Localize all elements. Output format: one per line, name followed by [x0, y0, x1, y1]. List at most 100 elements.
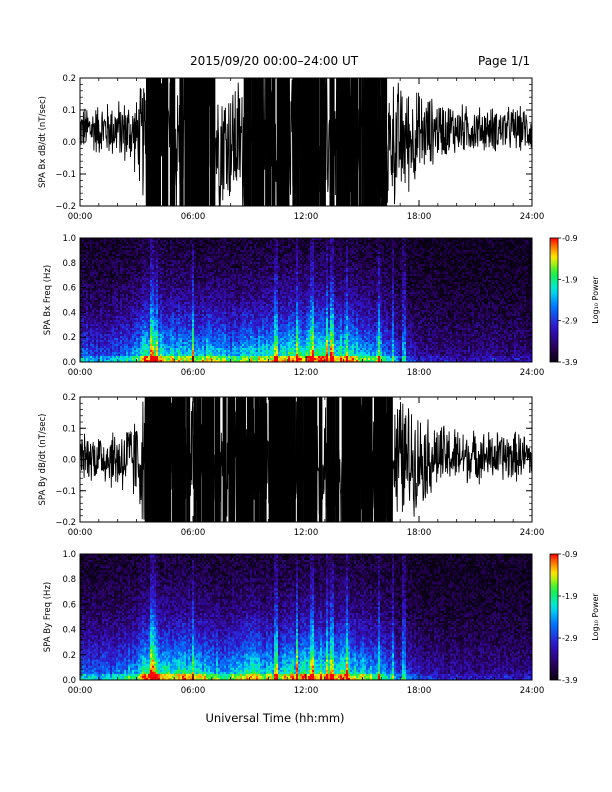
heatmap-cell — [84, 274, 86, 276]
heatmap-cell — [102, 252, 104, 254]
heatmap-cell — [106, 272, 108, 274]
heatmap-cell — [114, 276, 116, 278]
heatmap-cell — [100, 310, 102, 312]
heatmap-cell — [94, 324, 96, 326]
heatmap-cell — [120, 320, 122, 322]
heatmap-cell — [86, 244, 88, 246]
heatmap-cell — [108, 320, 110, 322]
heatmap-cell — [122, 274, 124, 276]
heatmap-cell — [108, 248, 110, 250]
heatmap-cell — [102, 296, 104, 298]
heatmap-cell — [84, 280, 86, 282]
heatmap-cell — [130, 324, 132, 326]
heatmap-cell — [98, 262, 100, 264]
heatmap-cell — [126, 300, 128, 302]
heatmap-cell — [94, 340, 96, 342]
heatmap-cell — [94, 288, 96, 290]
heatmap-cell — [112, 334, 114, 336]
heatmap-cell — [94, 252, 96, 254]
heatmap-cell — [104, 284, 106, 286]
heatmap-cell — [108, 308, 110, 310]
heatmap-cell — [84, 324, 86, 326]
heatmap-cell — [100, 268, 102, 270]
heatmap-cell — [112, 258, 114, 260]
heatmap-cell — [128, 270, 130, 272]
heatmap-cell — [130, 246, 132, 248]
heatmap-cell — [94, 248, 96, 250]
heatmap-cell — [120, 260, 122, 262]
waveform-segment — [249, 78, 251, 206]
heatmap-cell — [92, 294, 94, 296]
heatmap-cell — [82, 274, 84, 276]
heatmap-cell — [96, 356, 98, 358]
heatmap-cell — [82, 300, 84, 302]
heatmap-cell — [84, 348, 86, 350]
heatmap-cell — [102, 258, 104, 260]
waveform-segment — [332, 78, 334, 206]
x-tick-label: 12:00 — [294, 212, 319, 222]
heatmap-cell — [96, 284, 98, 286]
heatmap-cell — [90, 350, 92, 352]
heatmap-cell — [122, 326, 124, 328]
heatmap-cell — [90, 302, 92, 304]
heatmap-cell — [92, 326, 94, 328]
heatmap-cell — [120, 350, 122, 352]
heatmap-cell — [88, 294, 90, 296]
heatmap-cell — [84, 272, 86, 274]
heatmap-cell — [92, 288, 94, 290]
heatmap-cell — [110, 292, 112, 294]
heatmap-cell — [110, 298, 112, 300]
heatmap-cell — [100, 256, 102, 258]
heatmap-cell — [114, 290, 116, 292]
heatmap-cell — [100, 290, 102, 292]
heatmap-cell — [106, 256, 108, 258]
heatmap-cell — [94, 352, 96, 354]
heatmap-cell — [118, 344, 120, 346]
heatmap-cell — [94, 244, 96, 246]
heatmap-cell — [114, 280, 116, 282]
heatmap-cell — [120, 338, 122, 340]
heatmap-cell — [118, 326, 120, 328]
heatmap-cell — [94, 320, 96, 322]
heatmap-cell — [118, 338, 120, 340]
heatmap-cell — [110, 262, 112, 264]
heatmap-cell — [122, 288, 124, 290]
heatmap-cell — [96, 324, 98, 326]
heatmap-cell — [88, 330, 90, 332]
heatmap-cell — [112, 322, 114, 324]
heatmap-cell — [96, 290, 98, 292]
heatmap-cell — [96, 246, 98, 248]
heatmap-cell — [124, 260, 126, 262]
heatmap-cell — [106, 282, 108, 284]
heatmap-cell — [92, 264, 94, 266]
heatmap-cell — [98, 348, 100, 350]
heatmap-cell — [130, 304, 132, 306]
heatmap-cell — [126, 260, 128, 262]
heatmap-cell — [114, 346, 116, 348]
heatmap-cell — [118, 250, 120, 252]
heatmap-cell — [100, 242, 102, 244]
heatmap-cell — [86, 252, 88, 254]
heatmap-cell — [102, 280, 104, 282]
heatmap-cell — [104, 290, 106, 292]
waveform-segment — [304, 78, 306, 206]
heatmap-cell — [130, 318, 132, 320]
heatmap-cell — [90, 308, 92, 310]
heatmap-cell — [126, 282, 128, 284]
heatmap-cell — [94, 346, 96, 348]
heatmap-cell — [124, 258, 126, 260]
heatmap-cell — [98, 278, 100, 280]
heatmap-cell — [94, 282, 96, 284]
waveform-segment — [285, 78, 287, 206]
heatmap-cell — [86, 350, 88, 352]
heatmap-cell — [96, 260, 98, 262]
heatmap-cell — [82, 320, 84, 322]
heatmap-cell — [84, 248, 86, 250]
heatmap-cell — [86, 344, 88, 346]
heatmap-cell — [82, 240, 84, 242]
heatmap-cell — [104, 302, 106, 304]
heatmap-cell — [96, 244, 98, 246]
heatmap-cell — [114, 302, 116, 304]
heatmap-cell — [110, 244, 112, 246]
heatmap-cell — [110, 316, 112, 318]
